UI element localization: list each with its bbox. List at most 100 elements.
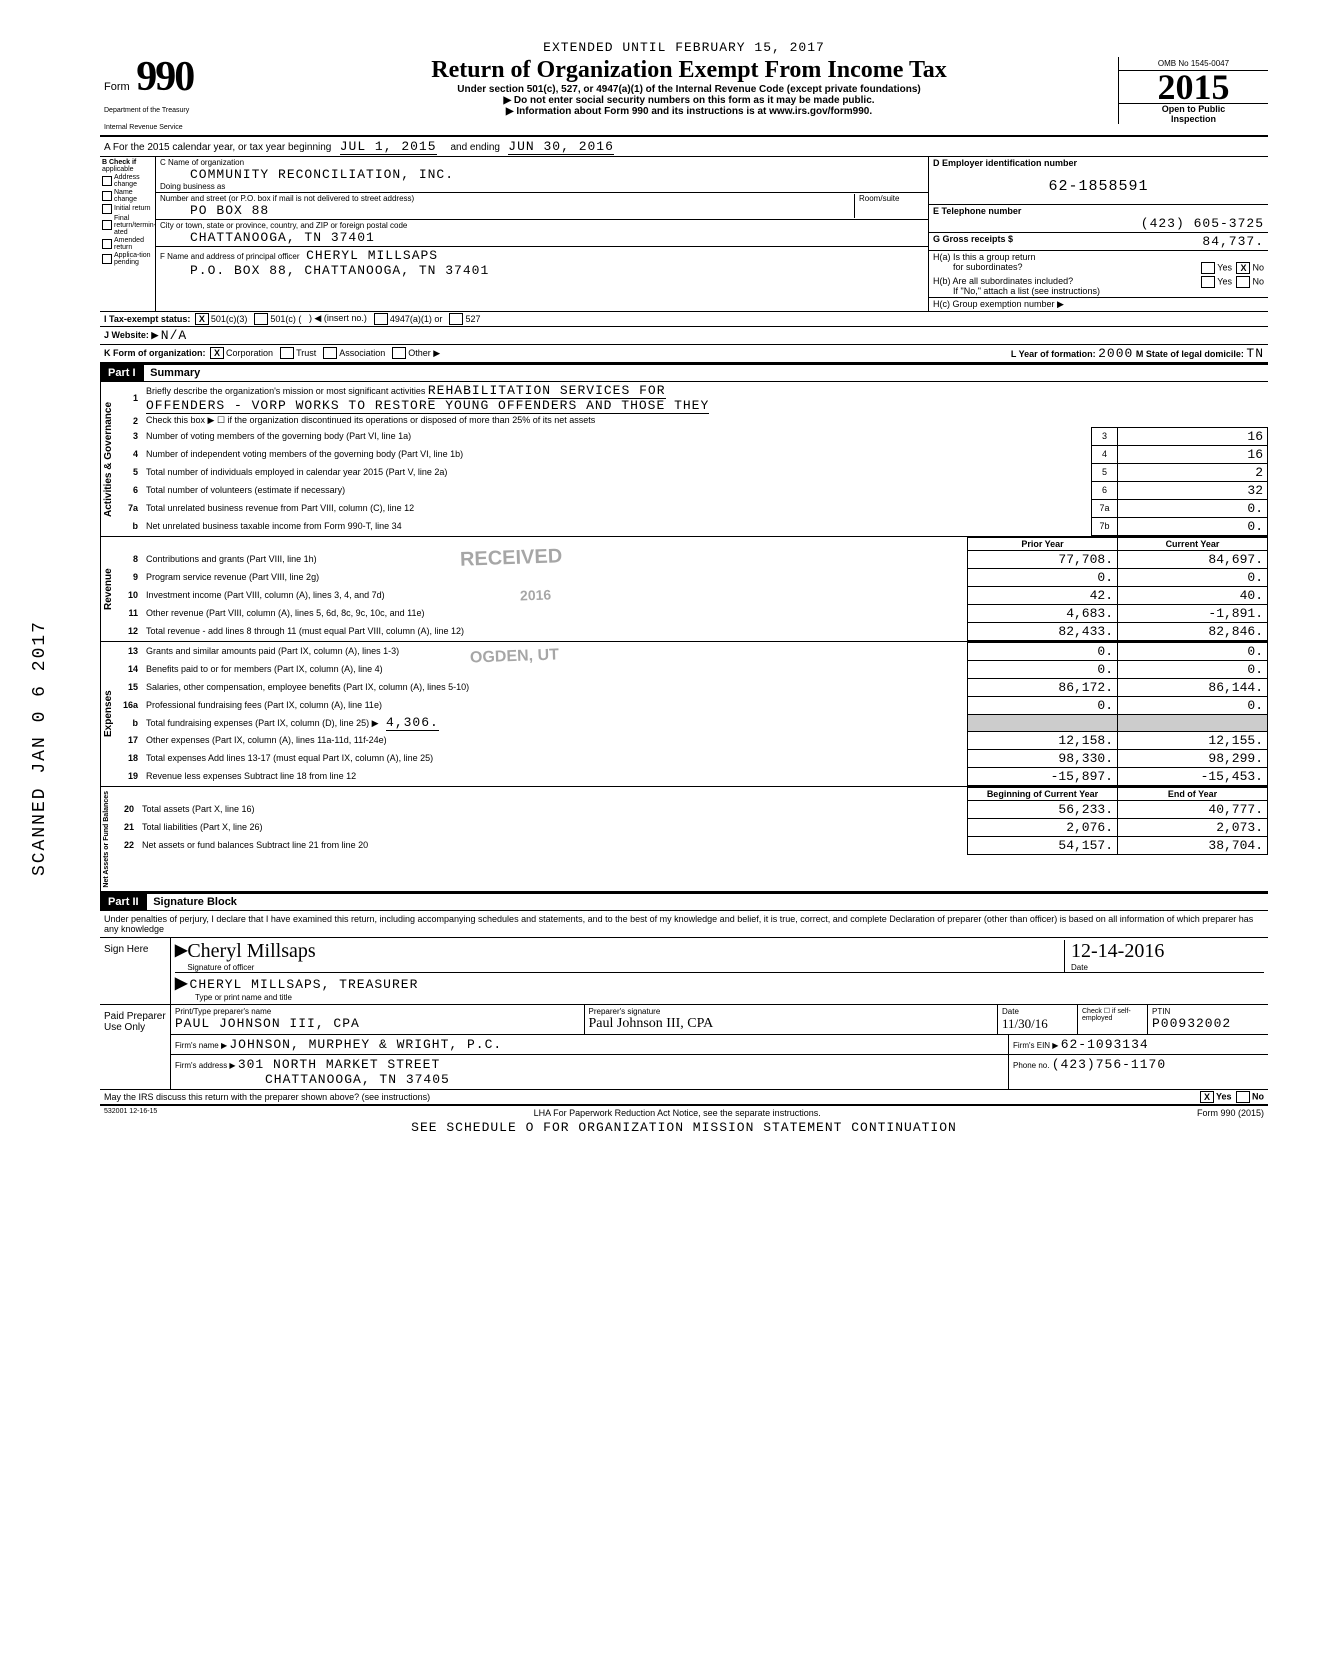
exp-row-label: Professional fundraising fees (Part IX, … [142, 696, 968, 714]
prep-name: PAUL JOHNSON III, CPA [175, 1016, 580, 1031]
prep-date-label: Date [1002, 1007, 1073, 1016]
signature-date: 12-14-2016 [1071, 940, 1264, 963]
footer-row: 532001 12-16-15 LHA For Paperwork Reduct… [100, 1106, 1268, 1120]
hdr-prior-year: Prior Year [968, 537, 1118, 550]
dept-irs: Internal Revenue Service [104, 124, 256, 131]
check-trust[interactable] [280, 347, 294, 359]
net-row-label: Total assets (Part X, line 16) [138, 800, 968, 818]
part1-badge: Part I [100, 365, 144, 381]
rev-current: -1,891. [1118, 604, 1268, 622]
discuss-yes[interactable]: X [1200, 1091, 1214, 1103]
check-initial-return[interactable]: Initial return [102, 204, 153, 214]
opt-527: 527 [465, 314, 480, 324]
hb-no[interactable] [1236, 276, 1250, 288]
col-b-checkboxes: B Check ifapplicable Address change Name… [100, 157, 156, 311]
opt-4947: 4947(a)(1) or [390, 314, 443, 324]
check-name-change[interactable]: Name change [102, 189, 153, 203]
ha-yes[interactable] [1201, 262, 1215, 274]
table-governance: 1 Briefly describe the organization's mi… [116, 382, 1268, 536]
phone-label: Phone no. [1013, 1061, 1049, 1070]
gov-row-box: 4 [1092, 445, 1118, 463]
hdr-current-year: Current Year [1118, 537, 1268, 550]
check-501c[interactable] [254, 313, 268, 325]
paid-preparer-row: Paid Preparer Use Only Print/Type prepar… [100, 1005, 1268, 1090]
part2-badge: Part II [100, 894, 147, 910]
net-begin: 2,076. [968, 818, 1118, 836]
section-net-assets: Net Assets or Fund Balances Beginning of… [100, 787, 1268, 894]
exp-row-label: Total fundraising expenses (Part IX, col… [142, 714, 968, 731]
tax-year-begin: JUL 1, 2015 [340, 139, 437, 155]
rev-current: 82,846. [1118, 622, 1268, 640]
label-c-name: C Name of organization [160, 158, 924, 167]
rev-row-label: Other revenue (Part VIII, column (A), li… [142, 604, 968, 622]
check-final-return[interactable]: Final return/termin-ated [102, 215, 153, 236]
net-row-label: Net assets or fund balances Subtract lin… [138, 836, 968, 854]
exp-prior: 0. [968, 642, 1118, 660]
exp-current: -15,453. [1118, 767, 1268, 785]
check-4947[interactable] [374, 313, 388, 325]
side-label-expenses: Expenses [100, 642, 116, 786]
discuss-question: May the IRS discuss this return with the… [104, 1092, 430, 1102]
firm-name: JOHNSON, MURPHEY & WRIGHT, P.C. [229, 1037, 502, 1052]
label-e-phone: E Telephone number [933, 206, 1021, 216]
exp-current [1118, 714, 1268, 731]
label-ha: H(a) Is this a group return [933, 252, 1036, 262]
opt-corp: Corporation [226, 348, 273, 358]
side-label-revenue: Revenue [100, 537, 116, 641]
label-room-suite: Room/suite [854, 194, 924, 218]
prep-date: 11/30/16 [1002, 1016, 1073, 1032]
firm-addr-label: Firm's address ▶ [175, 1061, 236, 1070]
check-527[interactable] [449, 313, 463, 325]
self-employed-check[interactable]: Check ☐ if self-employed [1078, 1005, 1148, 1034]
check-amended-return[interactable]: Amended return [102, 237, 153, 251]
hdr-begin-year: Beginning of Current Year [968, 787, 1118, 800]
website-value: N/A [161, 328, 187, 343]
firm-name-label: Firm's name ▶ [175, 1041, 227, 1050]
exp-row-label: Grants and similar amounts paid (Part IX… [142, 642, 968, 660]
gov-row-val: 2 [1118, 463, 1268, 481]
label-ha-2: for subordinates? [933, 262, 1023, 272]
rev-row-label: Investment income (Part VIII, column (A)… [142, 586, 968, 604]
check-application-pending[interactable]: Applica-tion pending [102, 252, 153, 266]
gov-row-label: Number of voting members of the governin… [142, 427, 1092, 445]
check-address-change[interactable]: Address change [102, 174, 153, 188]
section-governance: Activities & Governance 1 Briefly descri… [100, 382, 1268, 537]
hdr-end-year: End of Year [1118, 787, 1268, 800]
opt-other: Other ▶ [408, 348, 440, 359]
check-corporation[interactable]: X [210, 347, 224, 359]
exp-prior: 98,330. [968, 749, 1118, 767]
line-a-mid: and ending [450, 142, 500, 153]
check-association[interactable] [323, 347, 337, 359]
ptin-value: P00932002 [1152, 1016, 1264, 1031]
hb-yes[interactable] [1201, 276, 1215, 288]
label-hc: H(c) Group exemption number ▶ [929, 297, 1268, 311]
label-k: K Form of organization: [104, 348, 206, 358]
exp-prior [968, 714, 1118, 731]
rev-prior: 82,433. [968, 622, 1118, 640]
prep-sig-label: Preparer's signature [589, 1007, 994, 1016]
sign-here-row: Sign Here ▶ Cheryl Millsaps Signature of… [100, 938, 1268, 1005]
check-other[interactable] [392, 347, 406, 359]
gov-row-box: 7a [1092, 499, 1118, 517]
net-end: 40,777. [1118, 800, 1268, 818]
label-i: I Tax-exempt status: [104, 314, 190, 324]
gov-row-box: 5 [1092, 463, 1118, 481]
label-dba: Doing business as [160, 182, 924, 191]
ha-no[interactable]: X [1236, 262, 1250, 274]
col-b-header: B Check ifapplicable [102, 159, 153, 173]
rev-current: 0. [1118, 568, 1268, 586]
exp-row-label: Revenue less expenses Subtract line 18 f… [142, 767, 968, 785]
arrow-icon: ▶ [175, 940, 187, 972]
phone-value: (423) 605-3725 [933, 216, 1264, 231]
exp-prior: 12,158. [968, 731, 1118, 749]
exp-current: 98,299. [1118, 749, 1268, 767]
discuss-no[interactable] [1236, 1091, 1250, 1103]
check-501c3[interactable]: X [195, 313, 209, 325]
footer-right: Form 990 (2015) [1197, 1108, 1264, 1118]
officer-type-label: Type or print name and title [175, 993, 292, 1002]
dept-treasury: Department of the Treasury [104, 107, 256, 114]
net-row-label: Total liabilities (Part X, line 26) [138, 818, 968, 836]
exp-row-label: Salaries, other compensation, employee b… [142, 678, 968, 696]
firm-addr-1: 301 NORTH MARKET STREET [238, 1057, 440, 1072]
tax-year: 2015 [1119, 71, 1268, 103]
